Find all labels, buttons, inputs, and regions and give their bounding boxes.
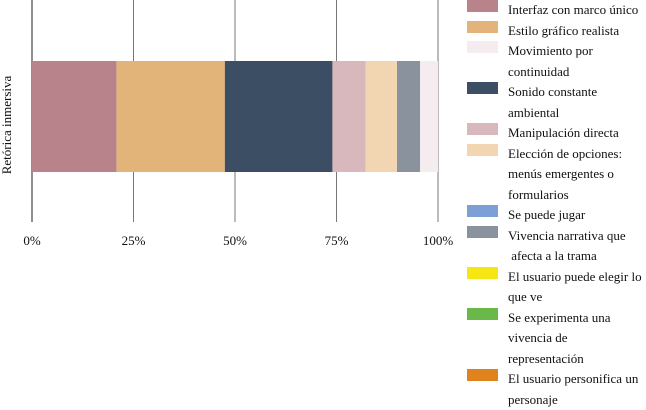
legend-swatch — [467, 143, 498, 156]
legend-item: El usuario personifica un personaje — [467, 369, 645, 410]
legend-item: Manipulación directa — [467, 123, 645, 144]
legend-swatch — [467, 0, 498, 12]
legend-item: Elección de opciones: menús emergentes o… — [467, 143, 645, 206]
x-axis-ticks: 0% 25% 50% 75% 100% — [23, 233, 453, 248]
legend-item: El usuario puede elegir lo que ve — [467, 266, 645, 308]
bar-segment — [420, 61, 438, 172]
legend-label: Vivencia narrativa que afecta a la trama — [508, 227, 626, 264]
x-tick-label: 0% — [23, 233, 41, 248]
chart-legend: Interfaz con marco único Estilo gráfico r… — [467, 0, 645, 410]
y-axis-label: Retórica inmersiva — [0, 76, 14, 175]
bar-segment — [396, 61, 421, 172]
legend-label: El usuario puede elegir lo que ve — [508, 268, 645, 305]
legend-item: Interfaz con marco único — [467, 0, 645, 21]
legend-swatch — [467, 266, 498, 279]
legend-swatch — [467, 205, 498, 217]
x-tick-label: 75% — [325, 233, 349, 248]
chart-bars — [32, 61, 438, 172]
stacked-bar-chart: 0% 25% 50% 75% 100% Retórica inmersiva — [0, 0, 453, 248]
bar-segment — [365, 61, 397, 172]
legend-swatch — [467, 307, 498, 320]
legend-label: Manipulación directa — [508, 125, 619, 140]
legend-item: Estilo gráfico realista — [467, 20, 645, 42]
bar-segment — [32, 61, 117, 172]
legend-label: Interfaz con marco único — [508, 2, 639, 17]
legend-item: Sonido constante ambiental — [467, 82, 645, 123]
legend-label: Se puede jugar — [508, 207, 586, 222]
legend-swatch — [467, 225, 498, 238]
legend-item: Se experimenta una vivencia de represent… — [467, 307, 645, 370]
legend-label: Sonido constante ambiental — [508, 84, 601, 120]
legend-swatch — [467, 41, 498, 53]
legend-label: Estilo gráfico realista — [508, 22, 620, 38]
bar-segment — [116, 61, 225, 172]
legend-item: Movimiento por continuidad — [467, 41, 645, 82]
legend-label: El usuario personifica un personaje — [508, 371, 642, 407]
bar-segment — [224, 61, 333, 172]
x-tick-label: 100% — [423, 233, 454, 248]
bar-segment — [332, 61, 366, 172]
legend-item: Se puede jugar — [467, 205, 645, 226]
legend-label: Elección de opciones: menús emergentes o… — [508, 145, 626, 202]
legend-swatch — [467, 82, 498, 94]
legend-swatch — [467, 369, 498, 381]
legend-label: Movimiento por continuidad — [508, 43, 597, 79]
x-tick-label: 50% — [223, 233, 247, 248]
legend-swatch — [467, 20, 498, 33]
x-tick-label: 25% — [122, 233, 146, 248]
legend-label: Se experimenta una vivencia de represent… — [508, 309, 614, 366]
legend-swatch — [467, 123, 498, 135]
legend-item: Vivencia narrativa que afecta a la trama — [467, 225, 645, 267]
